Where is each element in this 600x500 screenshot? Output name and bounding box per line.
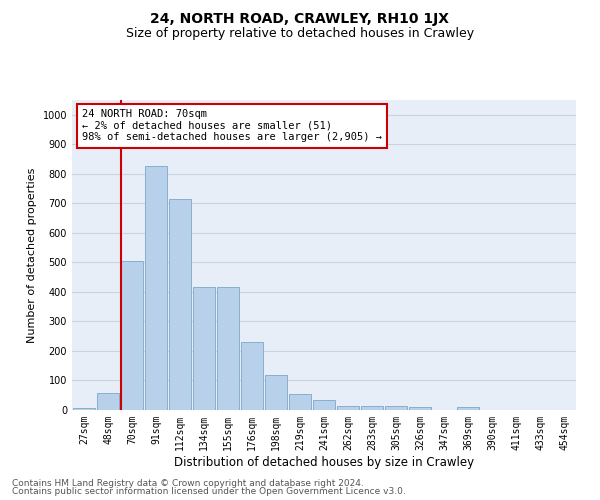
Bar <box>217 286 239 410</box>
Bar <box>337 406 359 410</box>
Bar <box>145 166 167 410</box>
Text: 24 NORTH ROAD: 70sqm
← 2% of detached houses are smaller (51)
98% of semi-detach: 24 NORTH ROAD: 70sqm ← 2% of detached ho… <box>82 110 382 142</box>
Bar <box>457 407 479 410</box>
Text: Contains HM Land Registry data © Crown copyright and database right 2024.: Contains HM Land Registry data © Crown c… <box>12 478 364 488</box>
Text: 24, NORTH ROAD, CRAWLEY, RH10 1JX: 24, NORTH ROAD, CRAWLEY, RH10 1JX <box>151 12 449 26</box>
Bar <box>73 408 95 410</box>
Bar <box>289 394 311 410</box>
Bar <box>121 261 143 410</box>
Bar <box>97 393 119 410</box>
Bar <box>313 400 335 410</box>
Text: Size of property relative to detached houses in Crawley: Size of property relative to detached ho… <box>126 28 474 40</box>
Bar <box>193 286 215 410</box>
Bar <box>361 406 383 410</box>
Bar <box>265 374 287 410</box>
Text: Contains public sector information licensed under the Open Government Licence v3: Contains public sector information licen… <box>12 487 406 496</box>
X-axis label: Distribution of detached houses by size in Crawley: Distribution of detached houses by size … <box>174 456 474 468</box>
Bar <box>241 342 263 410</box>
Bar <box>169 199 191 410</box>
Bar <box>385 406 407 410</box>
Y-axis label: Number of detached properties: Number of detached properties <box>27 168 37 342</box>
Bar <box>409 407 431 410</box>
